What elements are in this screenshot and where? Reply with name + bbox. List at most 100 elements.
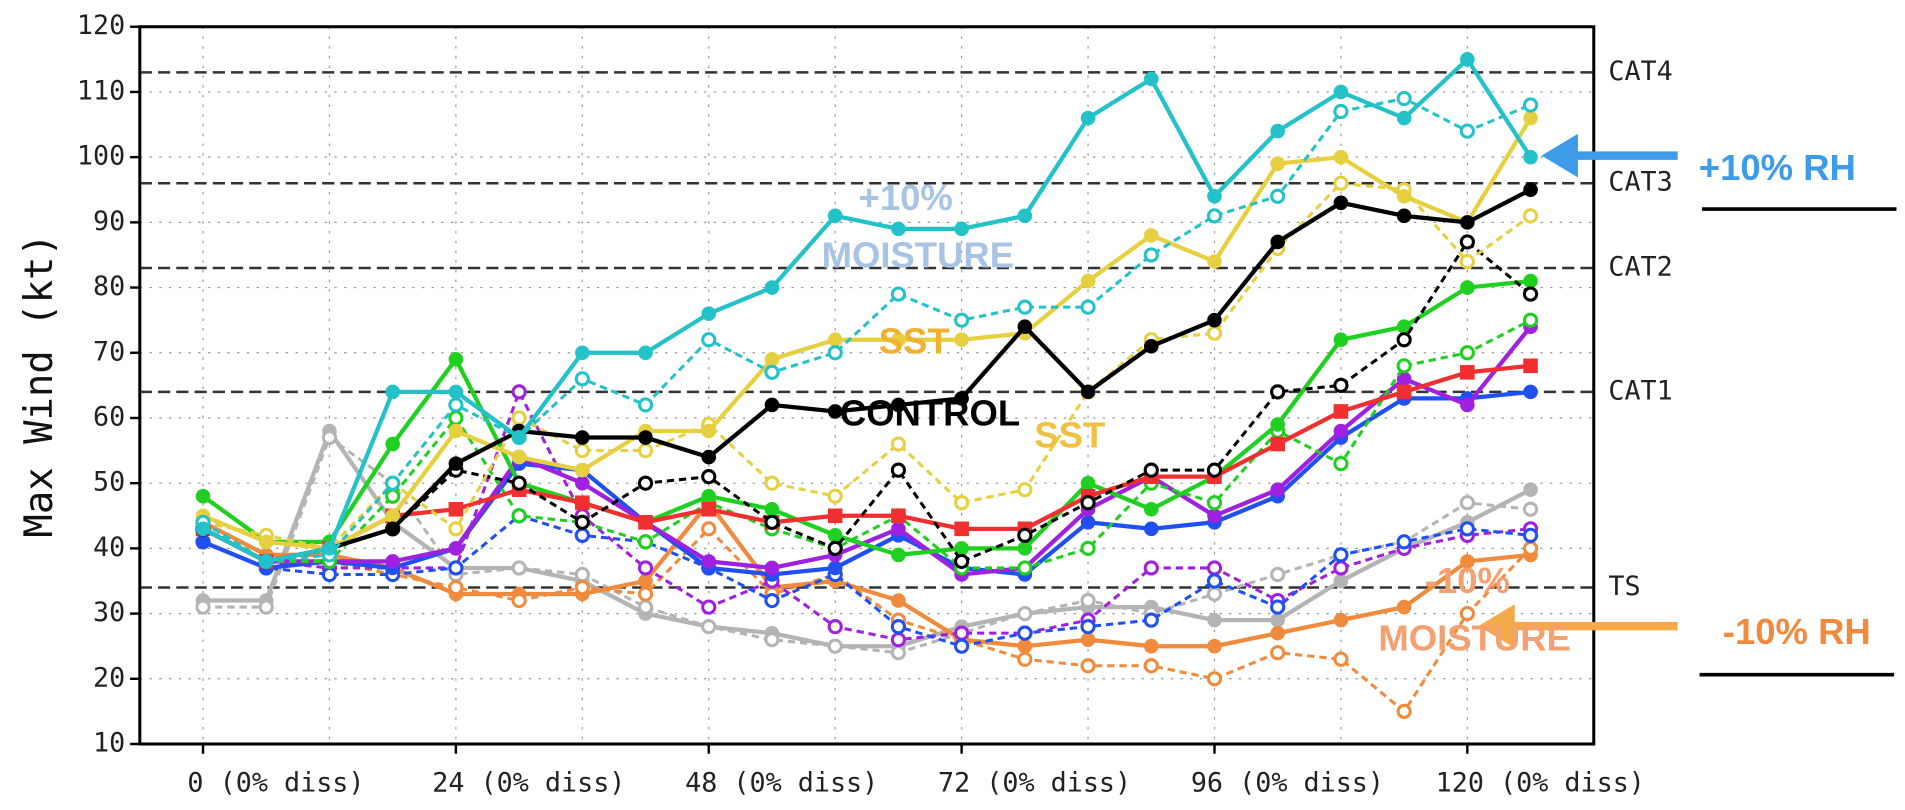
marker <box>701 619 717 635</box>
marker <box>891 547 906 563</box>
marker <box>637 599 654 615</box>
series-line <box>203 426 1532 649</box>
series-line <box>202 239 1532 564</box>
marker <box>1207 312 1222 328</box>
series-line <box>202 187 1532 564</box>
marker <box>385 521 400 537</box>
marker <box>1206 462 1223 478</box>
series-line <box>202 56 1533 564</box>
marker <box>575 475 590 491</box>
marker <box>1206 573 1223 589</box>
marker <box>1143 521 1159 537</box>
x-tick-label: 96 (0% diss) <box>1191 768 1384 799</box>
series-line <box>202 96 1532 563</box>
marker <box>1460 215 1475 230</box>
marker <box>637 560 654 576</box>
marker <box>701 501 717 517</box>
marker <box>1270 123 1285 139</box>
marker <box>1523 273 1538 289</box>
marker <box>1459 123 1475 139</box>
marker <box>448 541 464 556</box>
marker <box>1523 182 1538 198</box>
series-line <box>202 116 1533 551</box>
marker <box>1460 554 1475 569</box>
marker <box>1460 365 1475 380</box>
marker <box>890 286 906 302</box>
marker <box>1459 605 1475 622</box>
marker <box>385 475 401 491</box>
marker <box>1460 397 1475 413</box>
marker <box>637 586 654 602</box>
marker <box>954 495 970 511</box>
marker <box>1270 234 1285 250</box>
marker <box>511 475 527 491</box>
marker <box>1396 358 1412 374</box>
reference-label: CAT2 <box>1608 252 1672 283</box>
marker <box>764 364 780 380</box>
marker <box>1459 345 1475 361</box>
y-axis-label: Max Wind (kt) <box>17 233 62 537</box>
marker <box>701 449 717 465</box>
marker <box>448 501 464 517</box>
marker <box>1270 156 1285 171</box>
marker <box>1333 377 1349 393</box>
marker <box>1396 188 1412 204</box>
marker <box>1396 90 1412 107</box>
y-tick-label: 90 <box>93 206 125 237</box>
marker <box>1396 319 1412 334</box>
marker <box>1143 338 1159 354</box>
x-tick-label: 72 (0% diss) <box>938 768 1131 799</box>
marker <box>1523 384 1538 400</box>
marker <box>448 456 464 471</box>
marker <box>448 579 464 596</box>
y-tick-label: 20 <box>93 662 125 693</box>
x-tick-label: 24 (0% diss) <box>432 768 625 799</box>
marker <box>1522 540 1539 556</box>
y-tick-label: 50 <box>93 467 125 498</box>
marker <box>448 351 464 367</box>
marker <box>764 397 780 413</box>
annotation: CONTROL <box>840 392 1020 433</box>
annotation: MOISTURE <box>1378 617 1570 658</box>
marker <box>575 495 590 511</box>
marker <box>1523 110 1538 126</box>
marker <box>1270 482 1285 497</box>
annotation: +10% <box>859 177 953 218</box>
marker <box>1206 495 1223 511</box>
series-line <box>202 526 1532 714</box>
marker <box>1017 625 1033 641</box>
marker <box>1523 482 1538 497</box>
marker <box>448 560 464 576</box>
marker <box>638 345 653 361</box>
marker <box>891 397 906 413</box>
marker <box>1143 71 1159 87</box>
marker <box>1017 541 1033 556</box>
marker <box>574 527 590 543</box>
marker <box>1143 638 1159 654</box>
marker <box>954 521 969 537</box>
marker <box>448 410 464 426</box>
marker <box>195 599 211 615</box>
marker <box>891 521 906 537</box>
marker <box>258 534 274 550</box>
marker <box>637 475 654 491</box>
marker <box>638 515 653 530</box>
marker <box>891 221 906 237</box>
marker <box>1207 612 1222 628</box>
x-tick-label: 120 (0% diss) <box>1436 768 1645 799</box>
marker <box>638 573 653 589</box>
marker <box>827 488 843 504</box>
marker <box>1017 651 1033 667</box>
marker <box>827 404 843 419</box>
marker <box>1080 619 1096 635</box>
marker <box>1270 612 1285 628</box>
y-tick-label: 80 <box>93 271 125 302</box>
marker <box>1396 384 1412 400</box>
marker <box>827 560 843 576</box>
marker <box>511 508 527 524</box>
marker <box>1080 515 1096 530</box>
marker <box>195 488 211 504</box>
marker <box>1459 253 1475 270</box>
marker <box>448 397 464 413</box>
marker <box>764 560 780 576</box>
